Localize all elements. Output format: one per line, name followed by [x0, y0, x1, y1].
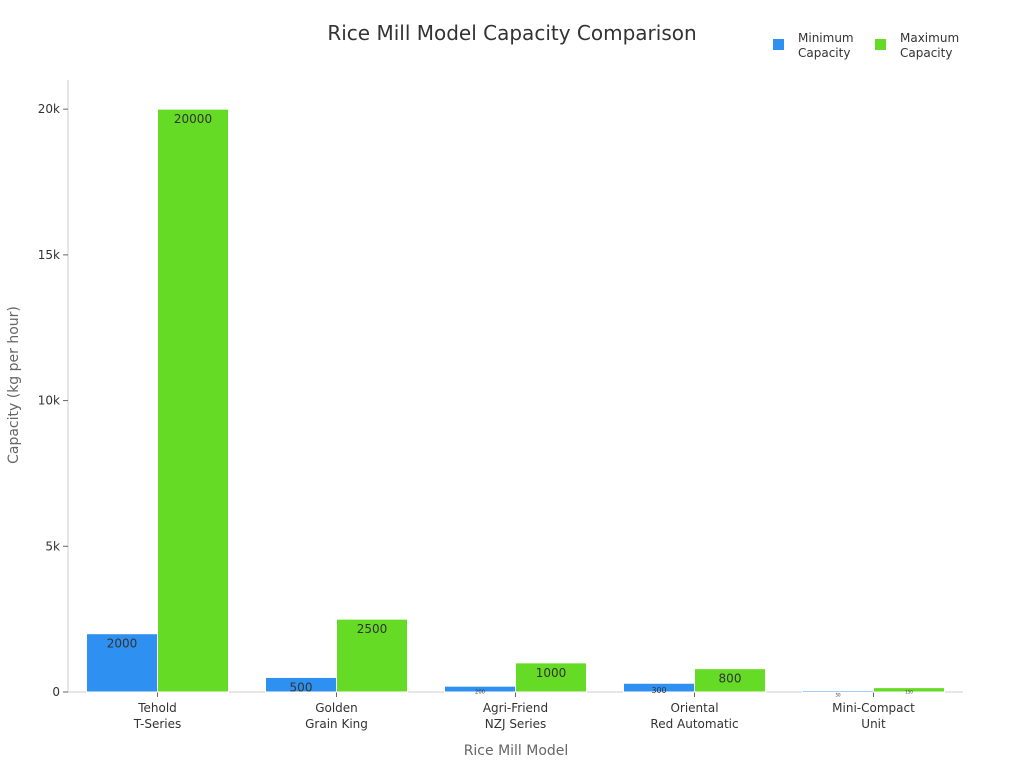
bar[interactable] — [86, 633, 158, 693]
y-tick-label: 20k — [38, 102, 60, 116]
data-label: 2000 — [107, 637, 138, 651]
data-label: 20000 — [174, 112, 212, 126]
bar[interactable] — [873, 687, 945, 693]
y-tick-label: 10k — [38, 394, 60, 408]
legend-label: Maximum Capacity — [900, 31, 959, 60]
legend-item[interactable]: Minimum Capacity — [773, 31, 854, 60]
data-label: 500 — [290, 680, 313, 694]
bar[interactable] — [694, 668, 766, 693]
legend-item[interactable]: Maximum Capacity — [875, 31, 959, 60]
x-tick-label: Golden Grain King — [305, 701, 368, 731]
axes: 0 5k 10k 15k 20k Tehold T-Series Golden Grain Ki… — [38, 80, 963, 731]
data-label: 50 — [835, 693, 841, 698]
x-tick-label: Agri-Friend NZJ Series — [483, 701, 548, 731]
legend-label: Minimum Capacity — [798, 31, 854, 60]
data-label: 300 — [651, 686, 666, 695]
data-label: 200 — [475, 689, 485, 695]
x-tick-label: Tehold T-Series — [133, 701, 181, 731]
bar[interactable] — [515, 662, 587, 693]
data-label: 150 — [905, 690, 913, 695]
x-tick-label: Oriental Red Automatic — [650, 701, 738, 731]
bar[interactable] — [157, 108, 229, 693]
data-label: 2500 — [357, 622, 388, 636]
legend[interactable]: Minimum Capacity Maximum Capacity — [773, 31, 959, 60]
legend-swatch — [773, 39, 784, 50]
bars: 2000 20000 500 2500 200 1000 300 800 50 150 — [86, 108, 945, 698]
data-label: 1000 — [536, 666, 567, 680]
data-label: 800 — [719, 672, 742, 686]
y-tick-label: 5k — [45, 539, 60, 553]
legend-swatch — [875, 39, 886, 50]
chart-title: Rice Mill Model Capacity Comparison — [327, 21, 696, 45]
y-tick-label: 15k — [38, 248, 60, 262]
x-axis-title: Rice Mill Model — [464, 743, 569, 759]
bar[interactable] — [336, 618, 408, 693]
x-tick-label: Mini-Compact Unit — [832, 701, 915, 731]
y-axis-title: Capacity (kg per hour) — [6, 306, 22, 464]
y-tick-label: 0 — [52, 685, 60, 699]
